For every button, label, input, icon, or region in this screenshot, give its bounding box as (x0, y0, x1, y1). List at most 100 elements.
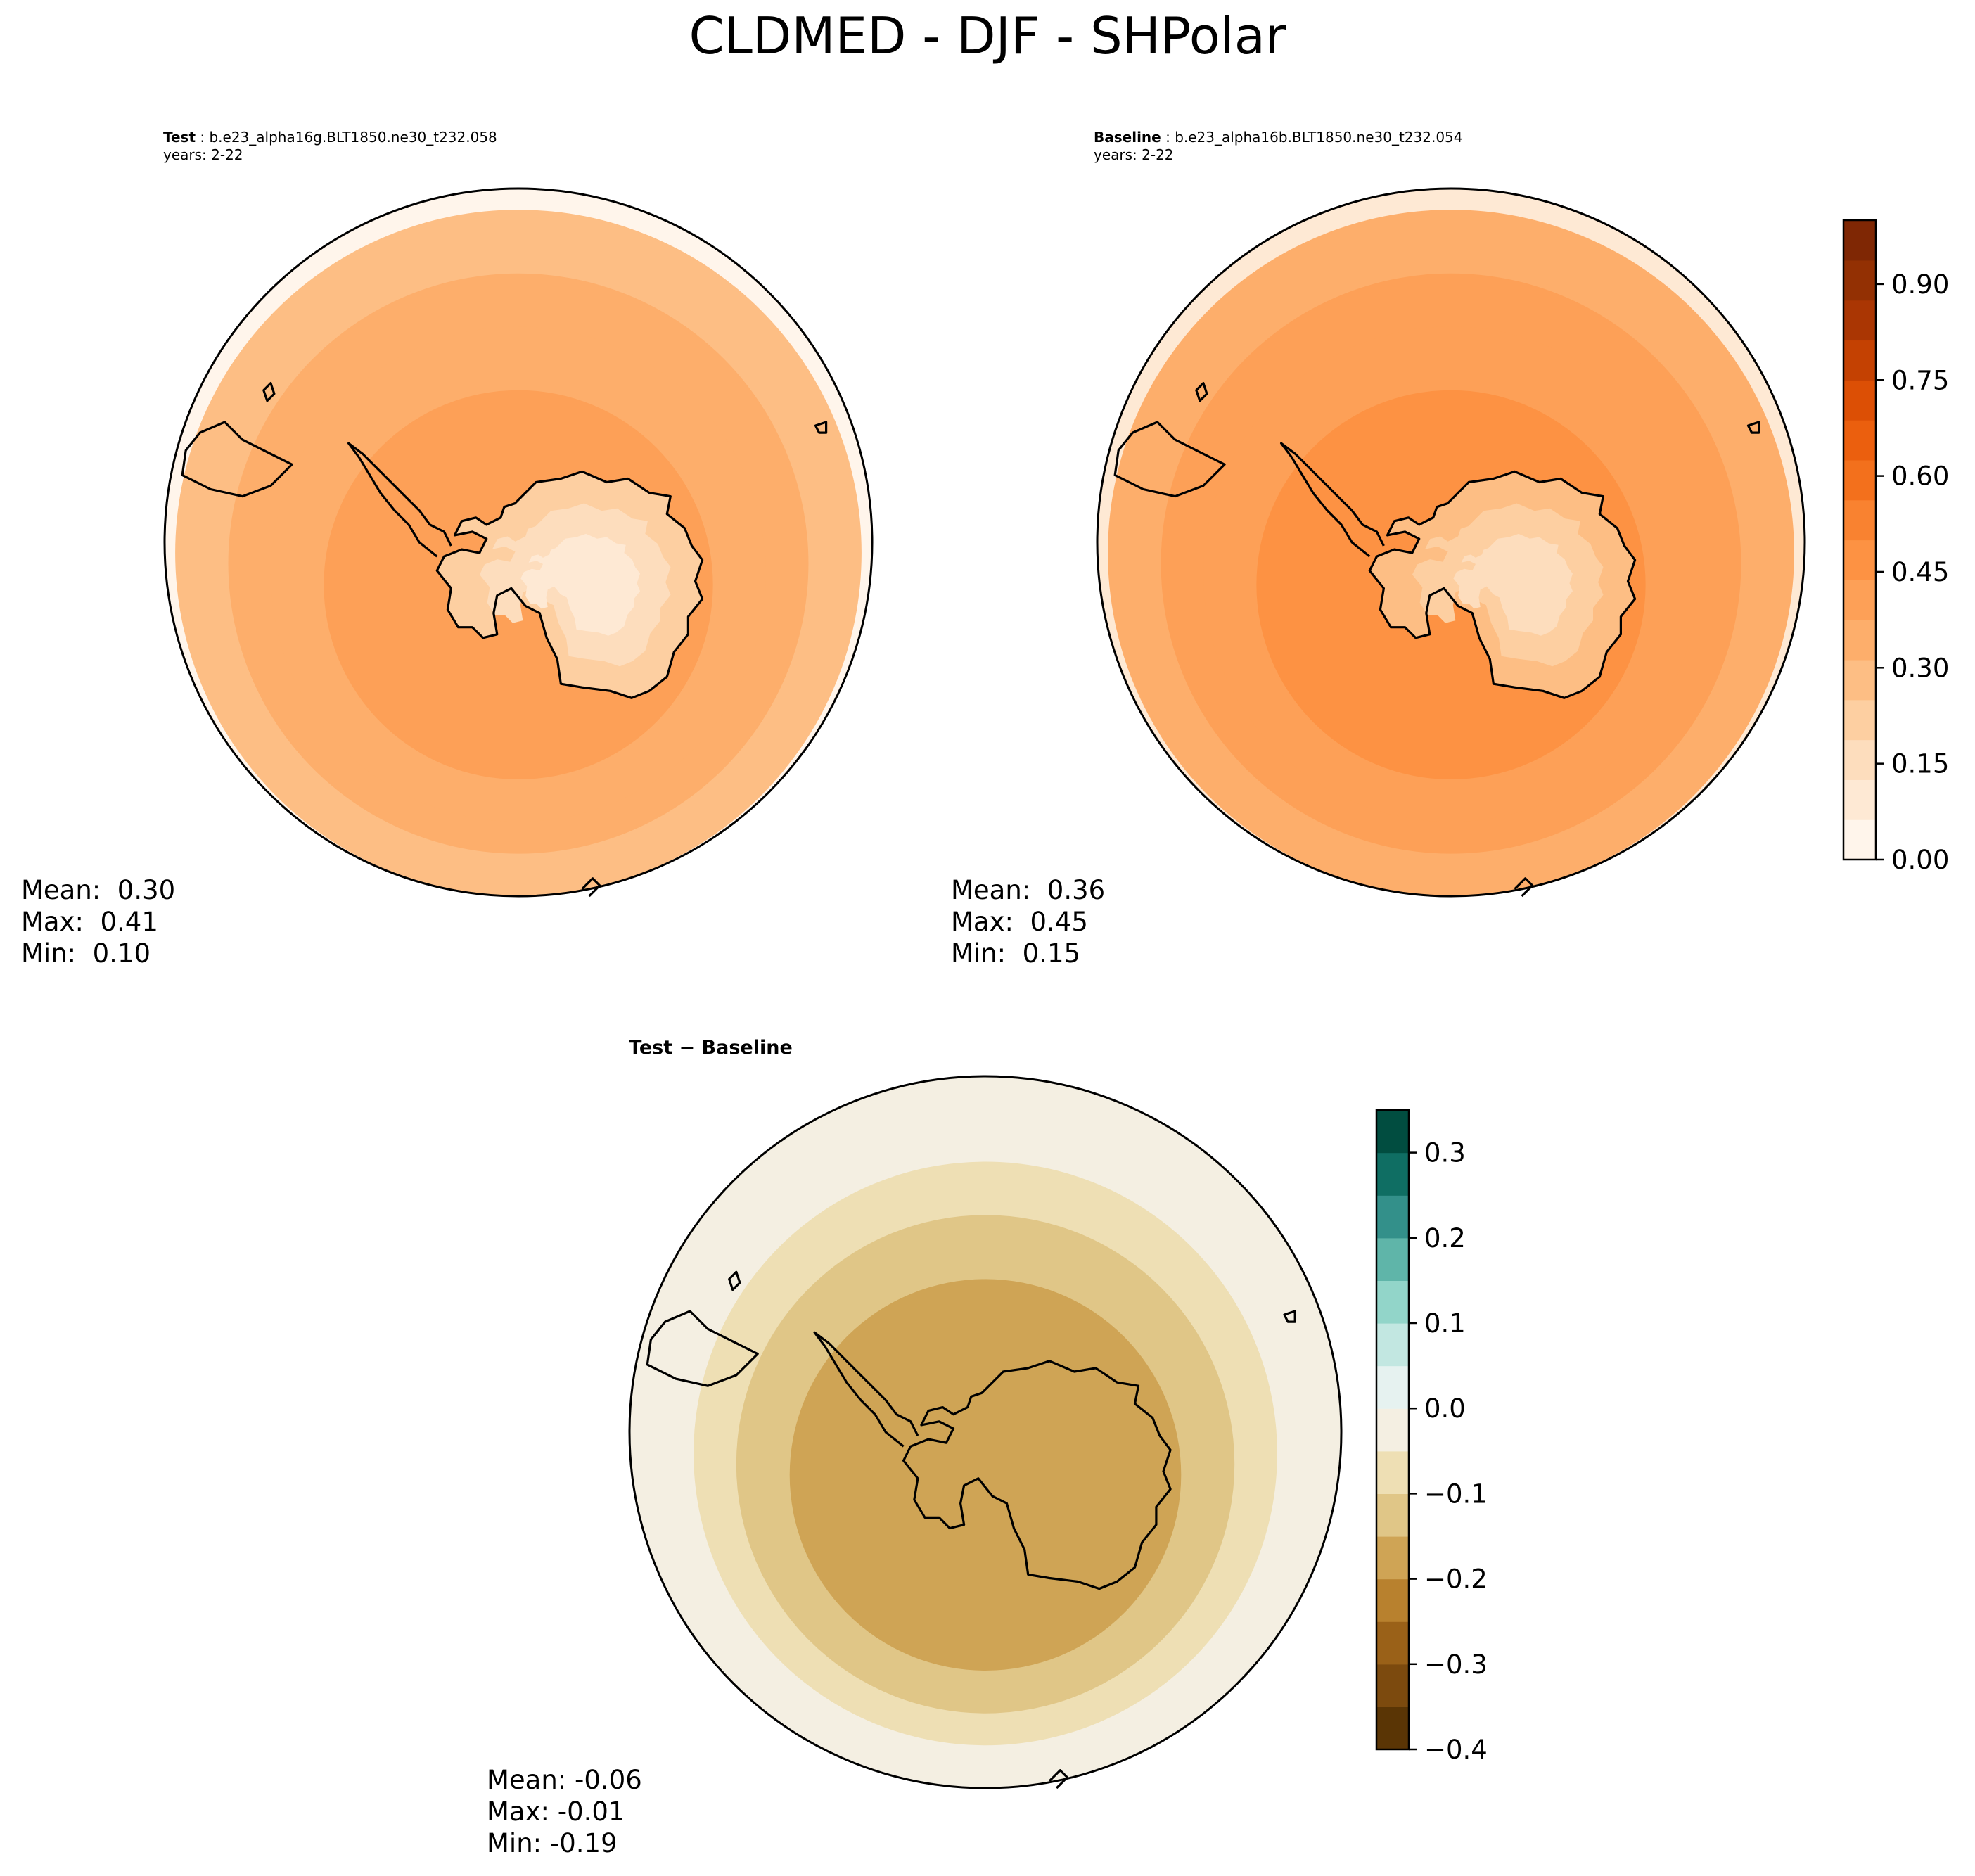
diff-colorbar-tick-label: −0.4 (1424, 1735, 1488, 1765)
abs-colorbar-color-segment (1843, 779, 1876, 820)
diff-south-america (646, 1310, 759, 1387)
diff-map-boundary (628, 1075, 1343, 1789)
abs-colorbar-color-segment (1843, 659, 1876, 701)
abs-colorbar-tick-label: 0.00 (1891, 845, 1949, 875)
baseline-field-band (1453, 533, 1573, 636)
diff-island (728, 1270, 741, 1291)
diff-colorbar-tick-label: 0.1 (1424, 1308, 1466, 1339)
test-coastline (181, 382, 828, 898)
baseline-map-boundary (1096, 187, 1806, 898)
diff-colorbar-color-segment (1376, 1664, 1409, 1707)
figure-title: CLDMED - DJF - SHPolar (689, 6, 1286, 65)
baseline-coastline (1113, 382, 1760, 898)
test-map (165, 189, 872, 896)
diff-colorbar-tick-label: −0.2 (1424, 1564, 1488, 1595)
test-years: years: 2-22 (163, 146, 243, 163)
diff-colorbar-frame (1375, 1109, 1410, 1751)
diff-colorbar-color-segment (1376, 1408, 1409, 1452)
diff-min: Min: -0.19 (487, 1828, 618, 1858)
diff-colorbar-color-segment (1376, 1706, 1409, 1750)
baseline-antarctica (1368, 470, 1637, 699)
test-map-boundary (163, 187, 874, 898)
diff-island (1048, 1769, 1068, 1789)
diff-colorbar-color-segment (1376, 1536, 1409, 1580)
abs-colorbar-color-segment (1843, 739, 1876, 780)
test-max: Max: 0.41 (21, 907, 158, 937)
diff-colorbar-color-segment (1376, 1195, 1409, 1239)
test-label: Test (163, 129, 196, 146)
diff-mean: Mean: -0.06 (487, 1765, 642, 1795)
test-island (814, 421, 828, 434)
diff-map (629, 1076, 1341, 1788)
test-stats: Mean: 0.30 Max: 0.41 Min: 0.10 (21, 874, 175, 969)
baseline-stats: Mean: 0.36 Max: 0.45 Min: 0.15 (951, 874, 1105, 969)
diff-colorbar-tick-label: −0.1 (1424, 1479, 1488, 1509)
abs-colorbar-color-segment (1843, 540, 1876, 580)
diff-stats: Mean: -0.06 Max: -0.01 Min: -0.19 (487, 1764, 642, 1859)
baseline-max: Max: 0.45 (951, 907, 1088, 937)
baseline-min: Min: 0.15 (951, 938, 1081, 969)
test-antarctica (435, 470, 704, 699)
abs-colorbar-tick-label: 0.60 (1891, 461, 1949, 492)
diff-antarctica (902, 1360, 1172, 1590)
baseline-map (1097, 189, 1805, 896)
baseline-years: years: 2-22 (1094, 146, 1174, 163)
test-panel-title: Test : b.e23_alpha16g.BLT1850.ne30_t232.… (163, 129, 497, 146)
diff-panel-title: Test − Baseline (629, 1037, 793, 1059)
abs-colorbar-frame (1842, 219, 1877, 861)
baseline-island (1514, 877, 1534, 898)
baseline-peninsula (1280, 442, 1385, 558)
abs-colorbar-tick-label: 0.90 (1891, 269, 1949, 300)
diff-max: Max: -0.01 (487, 1797, 625, 1827)
baseline-mean: Mean: 0.36 (951, 875, 1106, 905)
baseline-island (1195, 382, 1208, 402)
diff-colorbar-color-segment (1376, 1237, 1409, 1281)
test-island (581, 877, 601, 898)
test-field-band (520, 533, 640, 636)
baseline-label: Baseline (1094, 129, 1161, 146)
abs-colorbar-color-segment (1843, 499, 1876, 541)
abs-colorbar-color-segment (1843, 420, 1876, 461)
test-mean: Mean: 0.30 (21, 875, 176, 905)
diff-peninsula (813, 1331, 919, 1448)
diff-colorbar-color-segment (1376, 1323, 1409, 1367)
baseline-case-name: b.e23_alpha16b.BLT1850.ne30_t232.054 (1175, 129, 1463, 146)
abs-colorbar-color-segment (1843, 620, 1876, 661)
abs-colorbar-color-segment (1843, 459, 1876, 501)
abs-colorbar-color-segment (1843, 340, 1876, 381)
diff-colorbar-color-segment (1376, 1110, 1409, 1154)
diff-colorbar-color-segment (1376, 1493, 1409, 1537)
test-min: Min: 0.10 (21, 938, 151, 969)
abs-colorbar-color-segment (1843, 699, 1876, 741)
abs-colorbar: 0.00 0.15 0.30 0.45 0.60 0.75 0.90 (1842, 219, 1949, 875)
baseline-south-america (1113, 421, 1226, 498)
diff-colorbar-tick-label: 0.0 (1424, 1393, 1466, 1424)
abs-colorbar-color-segment (1843, 300, 1876, 341)
diff-island (1283, 1310, 1296, 1323)
abs-colorbar-color-segment (1843, 220, 1876, 261)
diff-colorbar-color-segment (1376, 1621, 1409, 1665)
abs-colorbar-color-segment (1843, 580, 1876, 620)
test-case-name: b.e23_alpha16g.BLT1850.ne30_t232.058 (209, 129, 497, 146)
abs-colorbar-color-segment (1843, 819, 1876, 860)
baseline-panel-title: Baseline : b.e23_alpha16b.BLT1850.ne30_t… (1094, 129, 1463, 146)
abs-colorbar-tick-label: 0.75 (1891, 365, 1949, 395)
diff-colorbar-tick-label: −0.3 (1424, 1650, 1488, 1680)
abs-colorbar-color-segment (1843, 380, 1876, 421)
diff-colorbar-color-segment (1376, 1280, 1409, 1324)
diff-coastline (646, 1270, 1296, 1789)
diff-colorbar: −0.4 −0.3 −0.2 −0.1 0.0 0.1 0.2 0.3 (1375, 1109, 1488, 1765)
abs-colorbar-tick-label: 0.45 (1891, 557, 1949, 587)
diff-colorbar-tick-label: 0.2 (1424, 1223, 1466, 1253)
test-south-america (181, 421, 293, 498)
abs-colorbar-tick-label: 0.15 (1891, 749, 1949, 779)
test-island (262, 382, 276, 402)
abs-colorbar-color-segment (1843, 260, 1876, 301)
baseline-island (1746, 421, 1760, 434)
test-peninsula (347, 442, 452, 558)
diff-field-band (789, 1279, 1182, 1671)
diff-colorbar-color-segment (1376, 1152, 1409, 1196)
diff-colorbar-color-segment (1376, 1450, 1409, 1494)
diff-colorbar-color-segment (1376, 1365, 1409, 1409)
